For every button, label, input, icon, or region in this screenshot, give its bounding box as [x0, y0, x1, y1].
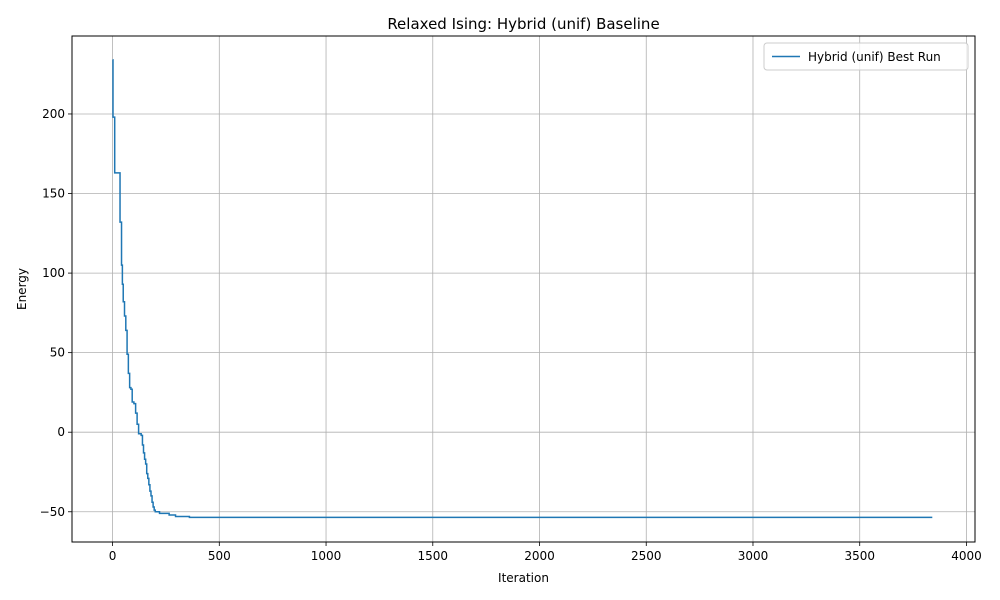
plot-area-frame — [71, 35, 976, 543]
y-axis-label: Energy — [15, 268, 29, 310]
y-tick-label: 0 — [57, 425, 65, 439]
x-tick-label: 2500 — [631, 549, 662, 563]
x-tick-label: 2000 — [524, 549, 555, 563]
legend-label: Hybrid (unif) Best Run — [808, 50, 941, 64]
x-tick-label: 4000 — [951, 549, 982, 563]
series-line — [112, 59, 933, 519]
y-axis: −50 0 50 100 150 200 — [40, 107, 72, 519]
y-tick-label: 100 — [42, 266, 65, 280]
x-tick-label: 3000 — [738, 549, 769, 563]
x-tick-label: 1500 — [417, 549, 448, 563]
legend: Hybrid (unif) Best Run — [763, 42, 969, 71]
x-tick-label: 0 — [109, 549, 117, 563]
grid — [72, 36, 975, 542]
chart-title: Relaxed Ising: Hybrid (unif) Baseline — [387, 15, 659, 33]
x-axis: 0 500 1000 1500 2000 2500 3000 3500 4000 — [109, 542, 982, 563]
legend-box — [763, 42, 969, 71]
x-tick-label: 3500 — [844, 549, 875, 563]
series-layer — [112, 59, 933, 519]
y-tick-label: 50 — [50, 346, 65, 360]
x-tick-label: 500 — [208, 549, 231, 563]
y-tick-label: 200 — [42, 107, 65, 121]
y-tick-label: −50 — [40, 505, 65, 519]
y-tick-label: 150 — [42, 187, 65, 201]
x-axis-label: Iteration — [498, 571, 549, 585]
x-tick-label: 1000 — [311, 549, 342, 563]
